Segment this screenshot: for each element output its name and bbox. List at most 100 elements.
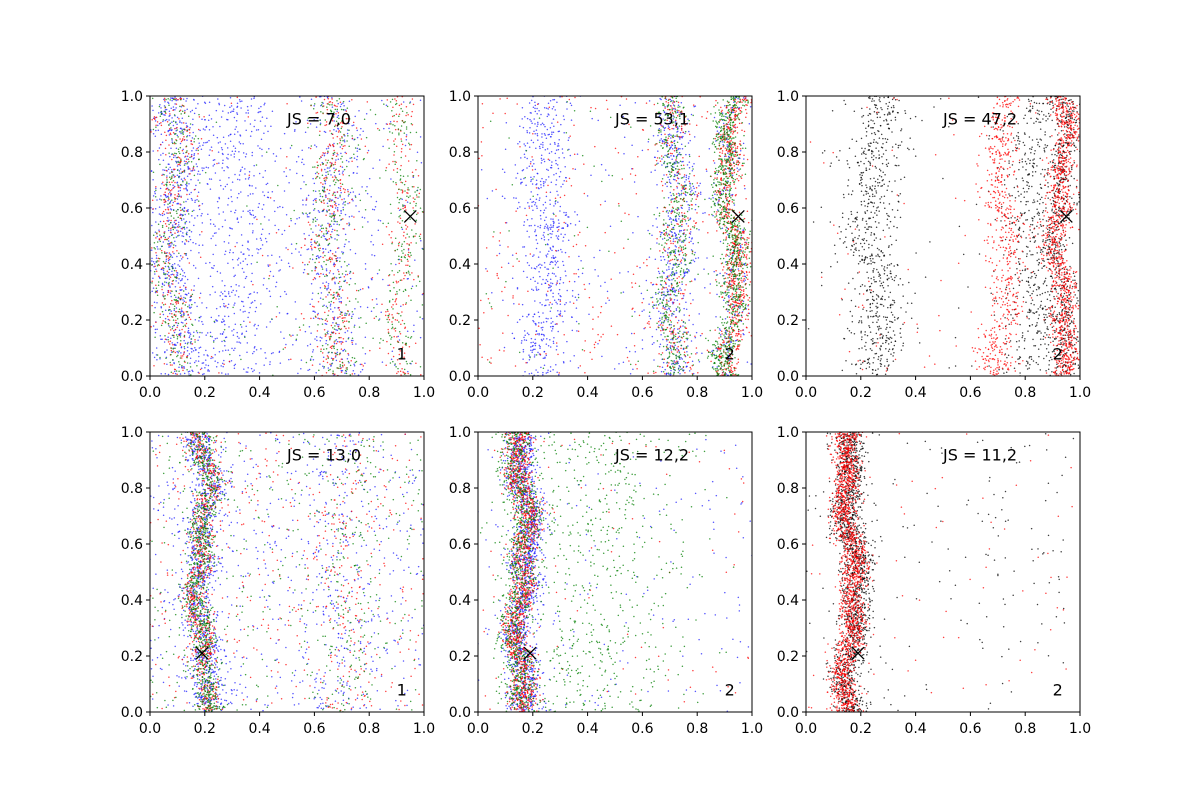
scatter-point — [170, 107, 172, 110]
scatter-point — [545, 254, 547, 257]
scatter-point — [151, 257, 153, 260]
scatter-point — [180, 209, 182, 212]
scatter-point — [170, 234, 173, 236]
scatter-point — [535, 198, 538, 200]
scatter-point — [314, 144, 316, 146]
scatter-point — [344, 350, 347, 352]
scatter-point — [185, 151, 187, 154]
scatter-point — [175, 307, 178, 309]
scatter-point — [307, 248, 310, 250]
scatter-point — [198, 158, 200, 160]
scatter-point — [480, 168, 483, 171]
scatter-point — [356, 150, 359, 152]
scatter-point — [168, 306, 171, 308]
scatter-point — [257, 252, 259, 254]
scatter-point — [235, 290, 238, 292]
scatter-point — [405, 199, 407, 202]
scatter-point — [335, 196, 337, 199]
scatter-point — [346, 367, 348, 369]
scatter-point — [164, 114, 166, 116]
scatter-point — [169, 231, 172, 233]
scatter-point — [180, 113, 182, 115]
scatter-point — [392, 298, 394, 301]
scatter-point — [316, 166, 319, 169]
scatter-point — [357, 301, 359, 303]
scatter-point — [324, 131, 327, 133]
scatter-point — [167, 282, 170, 285]
scatter-point — [203, 116, 205, 118]
scatter-point — [186, 108, 188, 110]
scatter-point — [153, 265, 155, 268]
scatter-point — [185, 183, 187, 186]
scatter-point — [178, 131, 181, 133]
scatter-point — [394, 163, 396, 166]
scatter-point — [676, 237, 678, 240]
scatter-point — [523, 330, 526, 332]
scatter-point — [661, 327, 663, 330]
scatter-point — [325, 372, 328, 374]
scatter-point — [303, 268, 306, 271]
scatter-point — [325, 273, 328, 276]
scatter-point — [177, 301, 179, 303]
scatter-point — [393, 274, 395, 276]
scatter-point — [530, 139, 533, 141]
scatter-point — [393, 140, 395, 142]
scatter-point — [194, 347, 196, 349]
scatter-point — [285, 213, 288, 216]
scatter-point — [725, 373, 728, 375]
scatter-point — [187, 213, 190, 215]
scatter-point — [335, 113, 337, 115]
scatter-point — [215, 307, 218, 310]
scatter-point — [670, 194, 672, 197]
scatter-point — [337, 270, 340, 273]
scatter-point — [372, 243, 375, 246]
scatter-point — [398, 353, 401, 356]
scatter-point — [233, 367, 236, 369]
scatter-point — [251, 272, 253, 275]
scatter-point — [323, 235, 326, 238]
scatter-point — [522, 246, 524, 248]
scatter-point — [545, 354, 548, 357]
scatter-point — [152, 179, 154, 181]
scatter-point — [516, 207, 519, 210]
scatter-point — [168, 244, 170, 246]
scatter-point — [324, 180, 326, 183]
scatter-point — [342, 341, 344, 343]
scatter-point — [652, 307, 655, 309]
scatter-point — [394, 124, 396, 127]
scatter-point — [557, 194, 559, 196]
scatter-point — [332, 327, 334, 329]
scatter-point — [526, 167, 528, 169]
scatter-point — [250, 105, 253, 107]
scatter-point — [325, 305, 328, 307]
scatter-point — [151, 280, 153, 283]
scatter-point — [167, 203, 169, 205]
scatter-point — [205, 166, 208, 169]
scatter-point — [163, 232, 166, 235]
scatter-point — [201, 244, 204, 246]
scatter-point — [330, 132, 333, 135]
scatter-point — [333, 328, 336, 330]
scatter-point — [727, 233, 729, 236]
scatter-point — [159, 163, 161, 166]
scatter-point — [190, 178, 192, 181]
scatter-point — [238, 151, 240, 153]
scatter-point — [246, 371, 249, 373]
scatter-point — [394, 160, 396, 163]
scatter-point — [192, 169, 194, 171]
scatter-point — [412, 174, 415, 177]
scatter-point — [151, 247, 153, 249]
scatter-point — [678, 230, 681, 233]
scatter-point — [647, 140, 650, 143]
scatter-point — [248, 174, 251, 176]
scatter-point — [314, 190, 317, 192]
scatter-point — [699, 193, 702, 195]
scatter-point — [210, 316, 213, 319]
series-blue — [480, 96, 752, 376]
scatter-point — [170, 147, 172, 149]
scatter-point — [251, 231, 254, 234]
scatter-point — [174, 351, 177, 354]
scatter-point — [283, 171, 285, 173]
scatter-point — [532, 209, 534, 211]
scatter-point — [179, 189, 182, 192]
